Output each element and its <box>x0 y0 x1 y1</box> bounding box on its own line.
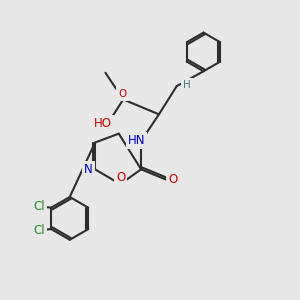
Text: Cl: Cl <box>33 224 44 237</box>
Text: O: O <box>116 171 125 184</box>
Text: HO: HO <box>93 117 111 130</box>
Text: N: N <box>84 163 93 176</box>
Text: HN: HN <box>128 134 146 147</box>
Text: O: O <box>168 173 178 186</box>
Text: O: O <box>118 89 127 99</box>
Text: H: H <box>183 80 191 90</box>
Text: Cl: Cl <box>33 200 44 213</box>
